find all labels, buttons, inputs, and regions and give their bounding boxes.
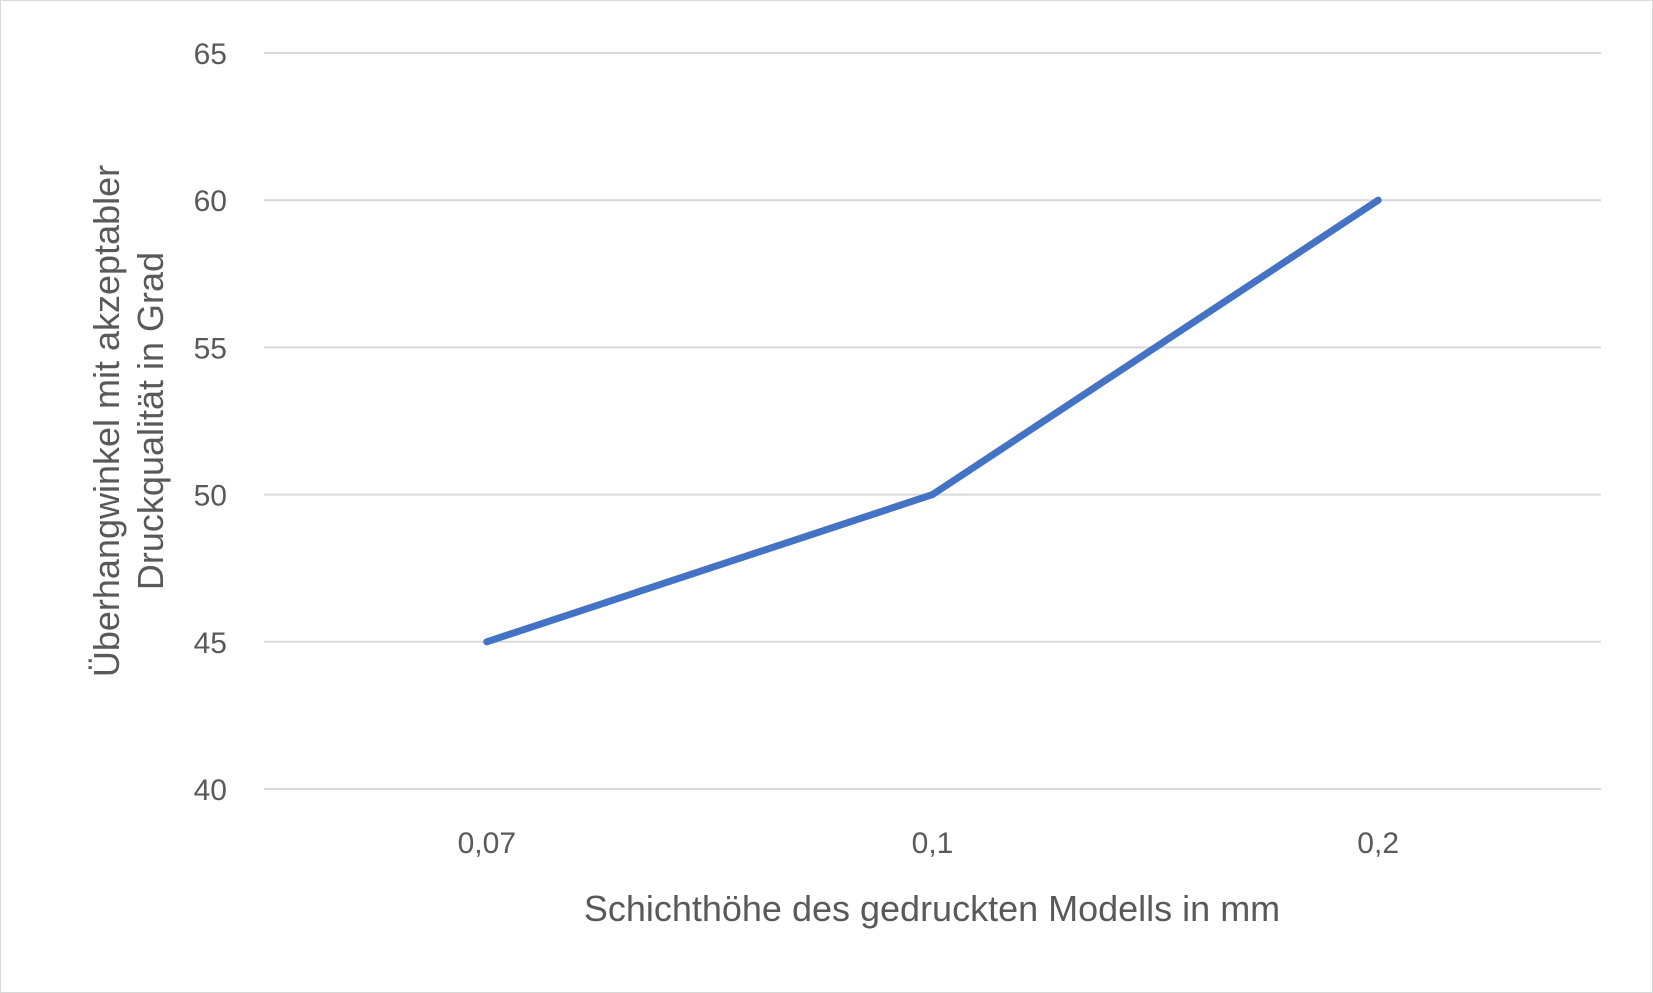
series-layer xyxy=(483,196,1382,646)
series-line-0 xyxy=(483,196,1382,646)
y-tick-label: 40 xyxy=(194,774,227,807)
y-axis-title: Überhangwinkel mit akzeptabler Druckqual… xyxy=(86,165,171,677)
y-axis-title-line-1: Überhangwinkel mit akzeptabler xyxy=(86,165,127,677)
y-tick-label: 45 xyxy=(194,627,227,660)
x-tick-labels: 0,07 0,1 0,2 xyxy=(458,827,1399,860)
x-axis-title: Schichthöhe des gedruckten Modells in mm xyxy=(584,888,1280,929)
data-point xyxy=(1374,196,1382,204)
y-tick-label: 60 xyxy=(194,185,227,218)
y-tick-labels: 40 45 50 55 60 65 xyxy=(194,38,227,807)
gridlines xyxy=(264,52,1601,790)
x-tick-label: 0,1 xyxy=(912,827,954,860)
x-tick-label: 0,2 xyxy=(1357,827,1399,860)
y-tick-label: 50 xyxy=(194,480,227,513)
x-tick-label: 0,07 xyxy=(458,827,516,860)
y-tick-label: 65 xyxy=(194,38,227,71)
y-axis-title-line-2: Druckqualität in Grad xyxy=(130,252,171,590)
data-point xyxy=(483,638,491,646)
y-tick-label: 55 xyxy=(194,332,227,365)
data-point xyxy=(929,491,936,499)
